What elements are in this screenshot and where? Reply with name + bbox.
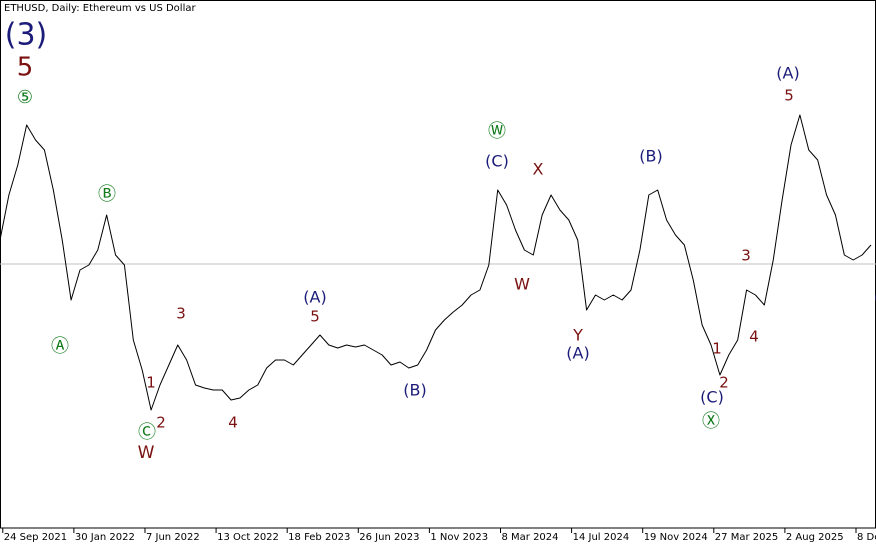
wave-label: (B) — [403, 381, 426, 400]
wave-label: 4 — [749, 328, 759, 346]
wave-label: ( — [874, 288, 876, 307]
wave-label: 5 — [310, 308, 320, 326]
wave-label: (A) — [566, 344, 589, 363]
wave-label: 5 — [784, 87, 794, 105]
wave-label: 1 — [712, 340, 722, 358]
chart-title: ETHUSD, Daily: Ethereum vs US Dollar — [4, 3, 196, 14]
x-tick-label: 30 Jan 2022 — [75, 532, 135, 543]
wave-label: Ⓦ — [488, 121, 506, 142]
wave-label: (C) — [485, 152, 509, 171]
x-tick-label: 8 Dec 2025 — [857, 532, 876, 543]
wave-label: ⑤ — [17, 87, 33, 108]
wave-label: 2 — [719, 374, 729, 392]
x-tick-label: 27 Mar 2025 — [715, 532, 778, 543]
wave-label: Ⓐ — [51, 336, 69, 357]
wave-label: 3 — [176, 305, 186, 323]
wave-label: (3) — [5, 18, 48, 53]
wave-label: 1 — [146, 374, 156, 392]
wave-label: Ⓧ — [702, 411, 720, 432]
x-tick-label: 24 Sep 2021 — [4, 532, 67, 543]
x-tick-label: 2 Aug 2025 — [786, 532, 844, 543]
wave-label: (B) — [639, 147, 662, 166]
wave-label: W — [514, 275, 530, 294]
x-tick-label: 26 Jun 2023 — [359, 532, 419, 543]
x-tick-label: 19 Nov 2024 — [644, 532, 708, 543]
x-tick-label: 18 Feb 2023 — [288, 532, 350, 543]
wave-label: 5 — [17, 53, 34, 83]
wave-label: (A) — [776, 64, 799, 83]
wave-label: 4 — [228, 414, 238, 432]
wave-label: 3 — [741, 247, 751, 265]
wave-label: X — [533, 160, 544, 179]
x-tick-label: 13 Oct 2022 — [217, 532, 279, 543]
x-tick-label: 8 Mar 2024 — [501, 532, 558, 543]
x-tick-label: 7 Jun 2022 — [146, 532, 200, 543]
x-tick-label: 14 Jul 2024 — [573, 532, 630, 543]
wave-label: Ⓒ — [138, 422, 156, 443]
wave-label: (C) — [700, 388, 724, 407]
wave-label: (A) — [303, 288, 326, 307]
wave-label: 2 — [156, 414, 166, 432]
wave-label: Y — [572, 326, 583, 345]
price-line — [0, 114, 872, 411]
wave-label: W — [138, 443, 155, 463]
wave-label: Ⓑ — [98, 184, 116, 205]
x-tick-label: 1 Nov 2023 — [430, 532, 488, 543]
